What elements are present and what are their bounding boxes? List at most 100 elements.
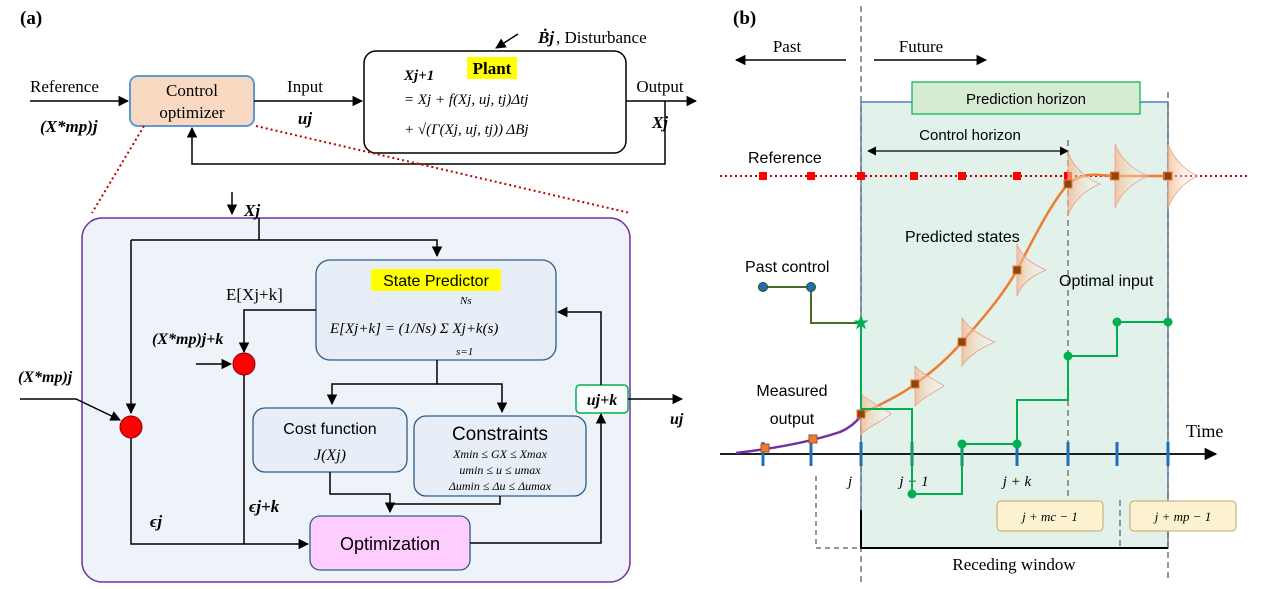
distribution-bell bbox=[961, 316, 997, 368]
state-predictor-title: State Predictor bbox=[383, 273, 490, 290]
u-j-out-label: uj bbox=[670, 411, 684, 428]
to-constraints-arrow bbox=[437, 383, 508, 414]
plant-title: Plant bbox=[473, 59, 512, 78]
past-control-point bbox=[806, 282, 816, 292]
output-symbol: Xj bbox=[651, 113, 668, 132]
tick-mc-label: j + mc − 1 bbox=[1020, 509, 1078, 524]
optimization-label: Optimization bbox=[340, 534, 440, 554]
prediction-horizon-box bbox=[911, 81, 1141, 115]
predicted-point bbox=[1012, 265, 1022, 275]
expectation-arrow bbox=[238, 309, 316, 354]
current-control-star bbox=[853, 314, 869, 330]
distribution-bell bbox=[860, 393, 892, 435]
ref-j-symbol: (X*mp)j bbox=[18, 369, 73, 386]
plant-eq-3: + √(Γ(Xj, uj, tj)) ΔBj bbox=[404, 122, 529, 138]
predicted-point bbox=[1163, 171, 1173, 181]
sum-node-k bbox=[232, 352, 256, 376]
control-optimizer-label-2: optimizer bbox=[159, 103, 224, 122]
tick-jk-label: j + k bbox=[1001, 474, 1032, 490]
output-label: Output bbox=[636, 77, 684, 96]
input-label: Input bbox=[287, 77, 323, 96]
distribution-bell bbox=[1016, 243, 1048, 297]
predicted-distributions bbox=[860, 143, 1200, 435]
eps-j-label: ϵj bbox=[150, 512, 162, 531]
measured-output-label-1: Measured bbox=[756, 383, 827, 400]
constraints-to-opt-line bbox=[392, 496, 501, 505]
optimal-input-point bbox=[1063, 351, 1073, 361]
state-predictor-eq: E[Xj+k] = (1/Ns) Σ Xj+k(s) bbox=[329, 321, 498, 337]
ref-marker bbox=[958, 172, 966, 180]
control-optimizer-label-1: Control bbox=[166, 81, 218, 100]
past-label: Past bbox=[773, 37, 802, 56]
prediction-horizon-label: Prediction horizon bbox=[966, 91, 1086, 108]
optimal-input-label: Optimal input bbox=[1059, 273, 1154, 290]
xj-to-predictor-arrow bbox=[131, 239, 443, 258]
past-control-point bbox=[758, 282, 768, 292]
xj-input-label: Xj bbox=[243, 201, 260, 220]
measured-output-label-2: output bbox=[770, 411, 815, 428]
predicted-point bbox=[910, 379, 920, 389]
receding-window-bracket bbox=[860, 510, 1168, 549]
receding-window-label: Receding window bbox=[952, 555, 1076, 574]
predicted-point bbox=[1110, 171, 1120, 181]
past-control-line bbox=[763, 286, 861, 324]
predicted-point bbox=[1063, 179, 1073, 189]
ref-marker bbox=[1013, 172, 1021, 180]
optimal-input-points bbox=[907, 317, 1173, 499]
zoom-line-right bbox=[255, 125, 631, 214]
optimal-input-point bbox=[1112, 317, 1122, 327]
tick-mp-label: j + mp − 1 bbox=[1153, 509, 1212, 524]
distribution-bell bbox=[1167, 143, 1200, 209]
cost-function-title: Cost function bbox=[283, 421, 376, 438]
cost-to-opt-arrow bbox=[329, 472, 396, 514]
panel-a-label: (a) bbox=[20, 8, 42, 29]
tick-mp-box bbox=[1129, 500, 1237, 532]
constraint-2: umin ≤ u ≤ umax bbox=[459, 463, 541, 477]
u-to-predictor-arrow bbox=[556, 306, 602, 385]
optimal-input-point bbox=[1163, 317, 1173, 327]
optimal-input-point bbox=[1012, 439, 1022, 449]
predicted-states-label: Predicted states bbox=[905, 229, 1020, 246]
input-symbol: uj bbox=[298, 109, 312, 128]
tick-j-label: j bbox=[846, 474, 852, 490]
future-label: Future bbox=[899, 37, 943, 56]
ref-k-symbol: (X*mp)j+k bbox=[152, 331, 223, 348]
u-jk-label: uj+k bbox=[587, 392, 617, 409]
disturbance-symbol: Ḃj bbox=[537, 28, 554, 47]
predicted-point bbox=[957, 337, 967, 347]
expectation-label: E[Xj+k] bbox=[226, 285, 283, 304]
zoom-line-left bbox=[91, 125, 145, 214]
ref-marker bbox=[910, 172, 918, 180]
disturbance-label: , Disturbance bbox=[556, 28, 647, 47]
predicted-points bbox=[856, 171, 1173, 419]
cost-function-eq: J(Xj) bbox=[314, 447, 346, 464]
ref-marker bbox=[759, 172, 767, 180]
constraint-1: Xmin ≤ GX ≤ Xmax bbox=[452, 447, 547, 461]
optimal-input-point bbox=[907, 489, 917, 499]
eps-j-arrow bbox=[130, 438, 310, 550]
sum-bottom: s=1 bbox=[456, 346, 473, 358]
disturbance-arrow bbox=[495, 33, 519, 49]
tick-mc-box bbox=[996, 500, 1104, 532]
to-cost-arrow bbox=[326, 360, 438, 406]
receding-window-dashed bbox=[815, 476, 861, 549]
past-control-label: Past control bbox=[745, 259, 829, 276]
eps-jk-label: ϵj+k bbox=[249, 497, 280, 516]
sum-node-j bbox=[119, 415, 143, 439]
sum-top: Ns bbox=[459, 295, 472, 307]
plant-eq-1: Xj+1 bbox=[403, 68, 434, 84]
time-label: Time bbox=[1186, 421, 1223, 441]
measured-point bbox=[808, 434, 818, 444]
distribution-bell bbox=[1114, 143, 1150, 209]
ref-marker bbox=[807, 172, 815, 180]
plant-box bbox=[363, 50, 627, 154]
predicted-point bbox=[856, 409, 866, 419]
plant-eq-2: = Xj + f(Xj, uj, tj)Δtj bbox=[404, 92, 528, 108]
reference-symbol: (X*mp)j bbox=[40, 117, 98, 136]
distribution-bell bbox=[914, 364, 945, 408]
ref-marker bbox=[857, 172, 865, 180]
plant-title-highlight bbox=[467, 57, 517, 79]
panel-b-label: (b) bbox=[733, 8, 756, 29]
state-predictor-highlight bbox=[371, 269, 501, 291]
